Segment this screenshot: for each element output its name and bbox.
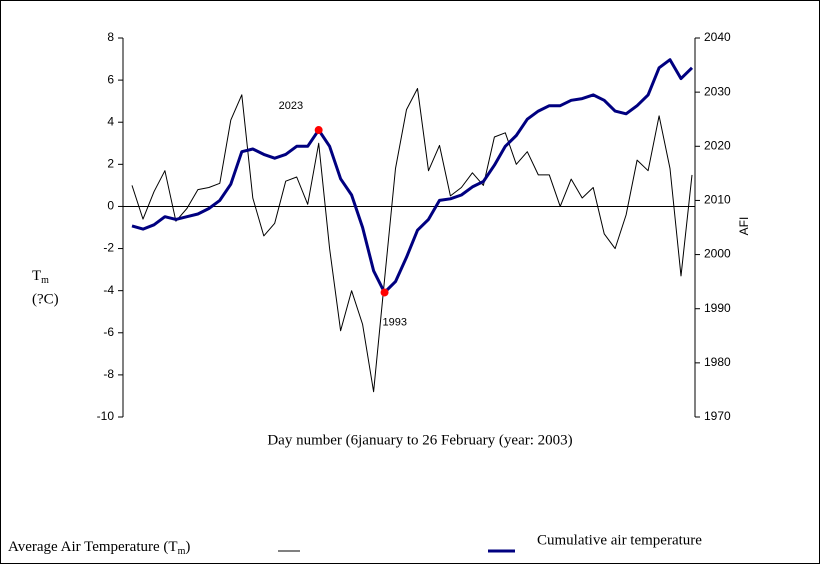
y2-tick-label: 2010	[704, 193, 731, 207]
y2-tick-label: 1980	[704, 355, 731, 369]
y2-tick-label: 1970	[704, 409, 731, 423]
series-line	[131, 58, 694, 294]
y-tick-label: 2	[107, 157, 114, 171]
y-tick-label: 6	[107, 72, 114, 86]
x-axis-label: Day number (6january to 26 February (yea…	[267, 432, 572, 448]
y-axis-label: Tm	[32, 268, 49, 286]
annotation: 1993	[383, 316, 407, 328]
y-tick-label: -6	[103, 325, 114, 339]
y-tick-label: -8	[103, 367, 114, 381]
y-tick-label: 8	[107, 30, 114, 44]
y2-tick-label: 1990	[704, 301, 731, 315]
y-tick-label: 0	[107, 199, 114, 213]
legend-label: Average Air Temperature (Tm)	[8, 539, 190, 557]
y-tick-label: 4	[107, 114, 114, 128]
y2-tick-label: 2040	[704, 30, 731, 44]
y-tick-label: -4	[103, 283, 114, 297]
y-axis-unit: (?C)	[32, 291, 59, 307]
y2-axis-label: AFI	[737, 217, 751, 236]
y2-tick-label: 2020	[704, 138, 731, 152]
annotation: 2023	[279, 100, 303, 112]
y2-tick-label: 2000	[704, 247, 731, 261]
y-tick-label: -2	[103, 241, 114, 255]
legend-label: Cumulative air temperature	[537, 532, 702, 548]
y2-tick-label: 2030	[704, 84, 731, 98]
y-tick-label: -10	[97, 409, 115, 423]
series-line	[131, 88, 693, 393]
highlight-point	[380, 288, 389, 297]
highlight-point	[314, 126, 323, 135]
